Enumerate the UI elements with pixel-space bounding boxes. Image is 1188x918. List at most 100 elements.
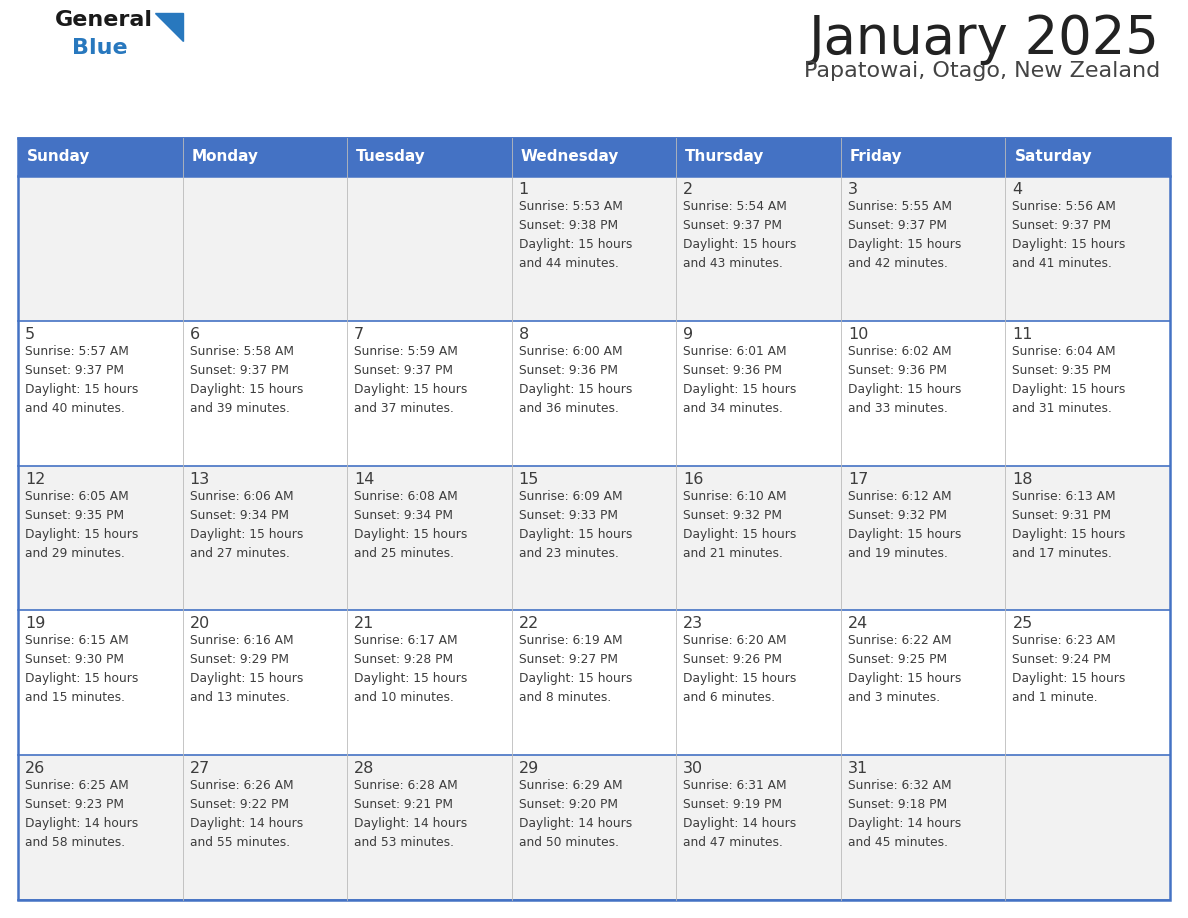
Text: 28: 28 bbox=[354, 761, 374, 777]
Text: Sunrise: 6:01 AM
Sunset: 9:36 PM
Daylight: 15 hours
and 34 minutes.: Sunrise: 6:01 AM Sunset: 9:36 PM Dayligh… bbox=[683, 345, 797, 415]
Text: Sunrise: 6:31 AM
Sunset: 9:19 PM
Daylight: 14 hours
and 47 minutes.: Sunrise: 6:31 AM Sunset: 9:19 PM Dayligh… bbox=[683, 779, 796, 849]
Text: 3: 3 bbox=[848, 182, 858, 197]
Text: 26: 26 bbox=[25, 761, 45, 777]
Text: 11: 11 bbox=[1012, 327, 1032, 341]
Text: 7: 7 bbox=[354, 327, 365, 341]
Text: Sunrise: 6:02 AM
Sunset: 9:36 PM
Daylight: 15 hours
and 33 minutes.: Sunrise: 6:02 AM Sunset: 9:36 PM Dayligh… bbox=[848, 345, 961, 415]
Text: Sunrise: 6:08 AM
Sunset: 9:34 PM
Daylight: 15 hours
and 25 minutes.: Sunrise: 6:08 AM Sunset: 9:34 PM Dayligh… bbox=[354, 489, 468, 560]
FancyBboxPatch shape bbox=[347, 176, 512, 320]
Text: 12: 12 bbox=[25, 472, 45, 487]
Text: Sunrise: 6:17 AM
Sunset: 9:28 PM
Daylight: 15 hours
and 10 minutes.: Sunrise: 6:17 AM Sunset: 9:28 PM Dayligh… bbox=[354, 634, 468, 704]
Text: Sunrise: 6:16 AM
Sunset: 9:29 PM
Daylight: 15 hours
and 13 minutes.: Sunrise: 6:16 AM Sunset: 9:29 PM Dayligh… bbox=[190, 634, 303, 704]
FancyBboxPatch shape bbox=[347, 610, 512, 756]
Text: 9: 9 bbox=[683, 327, 694, 341]
Text: Sunrise: 5:54 AM
Sunset: 9:37 PM
Daylight: 15 hours
and 43 minutes.: Sunrise: 5:54 AM Sunset: 9:37 PM Dayligh… bbox=[683, 200, 797, 270]
FancyBboxPatch shape bbox=[1005, 176, 1170, 320]
Text: Sunrise: 6:15 AM
Sunset: 9:30 PM
Daylight: 15 hours
and 15 minutes.: Sunrise: 6:15 AM Sunset: 9:30 PM Dayligh… bbox=[25, 634, 138, 704]
FancyBboxPatch shape bbox=[512, 756, 676, 900]
Text: 22: 22 bbox=[519, 616, 539, 632]
Text: Blue: Blue bbox=[72, 38, 127, 58]
Text: Sunrise: 6:06 AM
Sunset: 9:34 PM
Daylight: 15 hours
and 27 minutes.: Sunrise: 6:06 AM Sunset: 9:34 PM Dayligh… bbox=[190, 489, 303, 560]
FancyBboxPatch shape bbox=[183, 138, 347, 176]
Text: Sunrise: 6:20 AM
Sunset: 9:26 PM
Daylight: 15 hours
and 6 minutes.: Sunrise: 6:20 AM Sunset: 9:26 PM Dayligh… bbox=[683, 634, 797, 704]
Text: Friday: Friday bbox=[849, 150, 903, 164]
FancyBboxPatch shape bbox=[676, 138, 841, 176]
Text: General: General bbox=[55, 10, 153, 30]
FancyBboxPatch shape bbox=[18, 176, 183, 320]
FancyBboxPatch shape bbox=[841, 320, 1005, 465]
FancyBboxPatch shape bbox=[676, 610, 841, 756]
Text: 5: 5 bbox=[25, 327, 36, 341]
Text: Sunrise: 6:25 AM
Sunset: 9:23 PM
Daylight: 14 hours
and 58 minutes.: Sunrise: 6:25 AM Sunset: 9:23 PM Dayligh… bbox=[25, 779, 138, 849]
Text: 25: 25 bbox=[1012, 616, 1032, 632]
FancyBboxPatch shape bbox=[512, 138, 676, 176]
FancyBboxPatch shape bbox=[18, 320, 183, 465]
FancyBboxPatch shape bbox=[1005, 138, 1170, 176]
Text: 14: 14 bbox=[354, 472, 374, 487]
Text: 20: 20 bbox=[190, 616, 210, 632]
Text: January 2025: January 2025 bbox=[809, 13, 1159, 65]
FancyBboxPatch shape bbox=[183, 610, 347, 756]
Text: Papatowai, Otago, New Zealand: Papatowai, Otago, New Zealand bbox=[804, 61, 1159, 81]
FancyBboxPatch shape bbox=[841, 138, 1005, 176]
Text: Sunrise: 6:22 AM
Sunset: 9:25 PM
Daylight: 15 hours
and 3 minutes.: Sunrise: 6:22 AM Sunset: 9:25 PM Dayligh… bbox=[848, 634, 961, 704]
Text: 17: 17 bbox=[848, 472, 868, 487]
Text: Sunrise: 6:09 AM
Sunset: 9:33 PM
Daylight: 15 hours
and 23 minutes.: Sunrise: 6:09 AM Sunset: 9:33 PM Dayligh… bbox=[519, 489, 632, 560]
Text: Sunrise: 5:56 AM
Sunset: 9:37 PM
Daylight: 15 hours
and 41 minutes.: Sunrise: 5:56 AM Sunset: 9:37 PM Dayligh… bbox=[1012, 200, 1126, 270]
Text: Sunrise: 6:10 AM
Sunset: 9:32 PM
Daylight: 15 hours
and 21 minutes.: Sunrise: 6:10 AM Sunset: 9:32 PM Dayligh… bbox=[683, 489, 797, 560]
Text: 1: 1 bbox=[519, 182, 529, 197]
Text: 8: 8 bbox=[519, 327, 529, 341]
Text: 15: 15 bbox=[519, 472, 539, 487]
Text: Thursday: Thursday bbox=[685, 150, 765, 164]
Text: Sunrise: 6:12 AM
Sunset: 9:32 PM
Daylight: 15 hours
and 19 minutes.: Sunrise: 6:12 AM Sunset: 9:32 PM Dayligh… bbox=[848, 489, 961, 560]
Text: 18: 18 bbox=[1012, 472, 1032, 487]
Text: Monday: Monday bbox=[191, 150, 259, 164]
Text: Sunrise: 6:00 AM
Sunset: 9:36 PM
Daylight: 15 hours
and 36 minutes.: Sunrise: 6:00 AM Sunset: 9:36 PM Dayligh… bbox=[519, 345, 632, 415]
Text: Wednesday: Wednesday bbox=[520, 150, 619, 164]
FancyBboxPatch shape bbox=[676, 465, 841, 610]
FancyBboxPatch shape bbox=[512, 176, 676, 320]
FancyBboxPatch shape bbox=[347, 465, 512, 610]
Text: 31: 31 bbox=[848, 761, 868, 777]
FancyBboxPatch shape bbox=[18, 756, 183, 900]
Text: Sunrise: 6:19 AM
Sunset: 9:27 PM
Daylight: 15 hours
and 8 minutes.: Sunrise: 6:19 AM Sunset: 9:27 PM Dayligh… bbox=[519, 634, 632, 704]
Text: Sunrise: 6:26 AM
Sunset: 9:22 PM
Daylight: 14 hours
and 55 minutes.: Sunrise: 6:26 AM Sunset: 9:22 PM Dayligh… bbox=[190, 779, 303, 849]
FancyBboxPatch shape bbox=[18, 610, 183, 756]
FancyBboxPatch shape bbox=[512, 465, 676, 610]
Text: 24: 24 bbox=[848, 616, 868, 632]
FancyBboxPatch shape bbox=[347, 756, 512, 900]
Text: Tuesday: Tuesday bbox=[356, 150, 425, 164]
Text: 19: 19 bbox=[25, 616, 45, 632]
FancyBboxPatch shape bbox=[1005, 465, 1170, 610]
FancyBboxPatch shape bbox=[676, 320, 841, 465]
FancyBboxPatch shape bbox=[183, 465, 347, 610]
Text: Sunrise: 5:58 AM
Sunset: 9:37 PM
Daylight: 15 hours
and 39 minutes.: Sunrise: 5:58 AM Sunset: 9:37 PM Dayligh… bbox=[190, 345, 303, 415]
FancyBboxPatch shape bbox=[1005, 320, 1170, 465]
Text: 6: 6 bbox=[190, 327, 200, 341]
FancyBboxPatch shape bbox=[1005, 756, 1170, 900]
FancyBboxPatch shape bbox=[183, 756, 347, 900]
Text: Sunrise: 5:59 AM
Sunset: 9:37 PM
Daylight: 15 hours
and 37 minutes.: Sunrise: 5:59 AM Sunset: 9:37 PM Dayligh… bbox=[354, 345, 468, 415]
Text: 23: 23 bbox=[683, 616, 703, 632]
FancyBboxPatch shape bbox=[512, 320, 676, 465]
Text: Sunrise: 6:04 AM
Sunset: 9:35 PM
Daylight: 15 hours
and 31 minutes.: Sunrise: 6:04 AM Sunset: 9:35 PM Dayligh… bbox=[1012, 345, 1126, 415]
FancyBboxPatch shape bbox=[183, 320, 347, 465]
FancyBboxPatch shape bbox=[512, 610, 676, 756]
FancyBboxPatch shape bbox=[183, 176, 347, 320]
Text: Sunrise: 6:23 AM
Sunset: 9:24 PM
Daylight: 15 hours
and 1 minute.: Sunrise: 6:23 AM Sunset: 9:24 PM Dayligh… bbox=[1012, 634, 1126, 704]
Text: 16: 16 bbox=[683, 472, 703, 487]
Text: Sunrise: 5:55 AM
Sunset: 9:37 PM
Daylight: 15 hours
and 42 minutes.: Sunrise: 5:55 AM Sunset: 9:37 PM Dayligh… bbox=[848, 200, 961, 270]
Text: Sunrise: 5:57 AM
Sunset: 9:37 PM
Daylight: 15 hours
and 40 minutes.: Sunrise: 5:57 AM Sunset: 9:37 PM Dayligh… bbox=[25, 345, 138, 415]
FancyBboxPatch shape bbox=[1005, 610, 1170, 756]
FancyBboxPatch shape bbox=[347, 320, 512, 465]
Text: Sunrise: 6:29 AM
Sunset: 9:20 PM
Daylight: 14 hours
and 50 minutes.: Sunrise: 6:29 AM Sunset: 9:20 PM Dayligh… bbox=[519, 779, 632, 849]
FancyBboxPatch shape bbox=[841, 610, 1005, 756]
Text: 13: 13 bbox=[190, 472, 210, 487]
Text: 27: 27 bbox=[190, 761, 210, 777]
FancyBboxPatch shape bbox=[841, 176, 1005, 320]
Text: 21: 21 bbox=[354, 616, 374, 632]
Text: Sunrise: 5:53 AM
Sunset: 9:38 PM
Daylight: 15 hours
and 44 minutes.: Sunrise: 5:53 AM Sunset: 9:38 PM Dayligh… bbox=[519, 200, 632, 270]
FancyBboxPatch shape bbox=[18, 465, 183, 610]
FancyBboxPatch shape bbox=[676, 756, 841, 900]
Text: 2: 2 bbox=[683, 182, 694, 197]
